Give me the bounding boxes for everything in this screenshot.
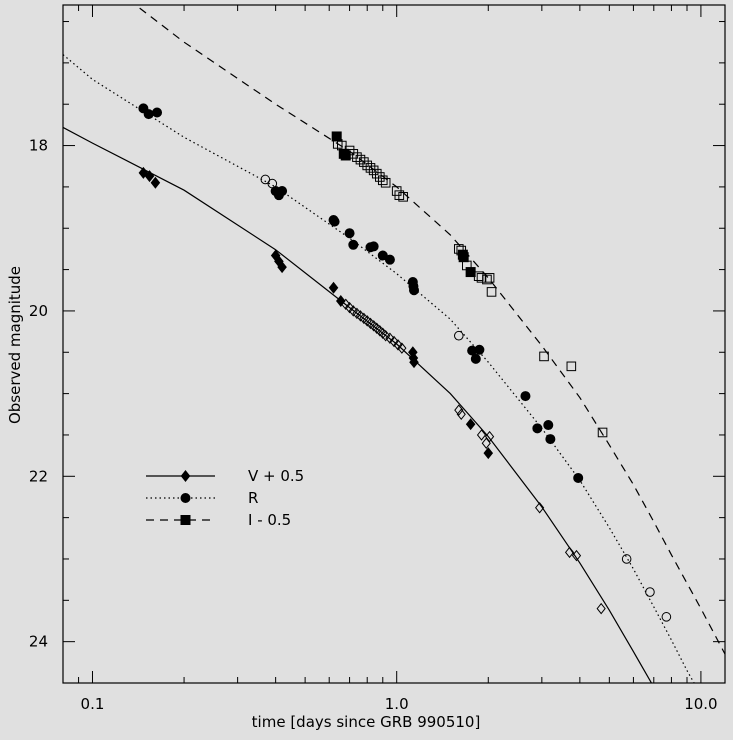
- circle-marker: [329, 216, 340, 227]
- square-marker: [458, 252, 469, 263]
- square-marker: [482, 274, 492, 285]
- x-axis-label: time [days since GRB 990510]: [252, 713, 481, 731]
- model-curve: [63, 126, 653, 683]
- legend: V + 0.5 R I - 0.5: [146, 467, 304, 529]
- diamond-marker: [535, 501, 545, 514]
- diamond-marker: [336, 295, 346, 307]
- diamond-marker: [409, 356, 419, 369]
- diamond-marker: [144, 170, 155, 183]
- diamond-marker: [454, 404, 464, 416]
- circle-marker: [661, 612, 672, 622]
- diamond-marker: [381, 329, 391, 342]
- circle-marker: [180, 493, 191, 503]
- square-marker: [380, 177, 391, 188]
- data-points: [138, 103, 672, 622]
- legend-label: I - 0.5: [248, 511, 291, 529]
- circle-marker: [573, 472, 584, 483]
- square-marker: [180, 515, 191, 525]
- legend-label: V + 0.5: [248, 467, 304, 485]
- circle-marker: [470, 353, 481, 364]
- y-tick-label: 18: [29, 137, 48, 155]
- diamond-marker: [389, 335, 399, 348]
- axis-tick-labels: 0.1 1.0 10.0 18 20 22 24: [29, 137, 718, 713]
- circle-marker: [143, 109, 154, 120]
- diamond-marker: [483, 447, 494, 460]
- circle-marker: [409, 285, 420, 296]
- diamond-marker: [571, 549, 582, 562]
- circle-marker: [645, 587, 655, 597]
- diamond-marker: [277, 261, 287, 274]
- square-marker: [377, 175, 388, 186]
- diamond-marker: [344, 301, 355, 314]
- square-marker: [476, 273, 487, 283]
- square-marker: [597, 427, 608, 438]
- circle-marker: [344, 228, 355, 239]
- diamond-marker: [564, 546, 575, 559]
- diamond-marker: [385, 332, 395, 344]
- square-marker: [539, 351, 549, 362]
- circle-marker: [152, 107, 163, 118]
- square-marker: [371, 168, 382, 179]
- square-marker: [486, 287, 497, 297]
- legend-label: R: [248, 489, 258, 507]
- square-marker: [566, 361, 577, 372]
- diamond-marker: [397, 342, 407, 354]
- circle-marker: [368, 241, 379, 252]
- circle-marker: [543, 420, 554, 431]
- circle-marker: [348, 239, 359, 250]
- diamond-marker: [476, 429, 487, 441]
- square-marker: [465, 267, 476, 278]
- diamond-marker: [465, 418, 476, 431]
- square-marker: [355, 154, 366, 165]
- diamond-marker: [393, 339, 403, 351]
- square-marker: [375, 172, 385, 182]
- circle-marker: [277, 186, 288, 197]
- diamond-marker: [596, 602, 606, 615]
- y-axis-label: Observed magnitude: [6, 266, 24, 424]
- circle-marker: [260, 174, 271, 185]
- square-marker: [359, 157, 369, 167]
- circle-marker: [621, 554, 632, 564]
- circle-marker: [532, 423, 543, 434]
- y-tick-label: 20: [29, 302, 48, 320]
- x-tick-label: 10.0: [684, 695, 717, 713]
- model-curve: [134, 5, 725, 655]
- circle-marker: [520, 391, 531, 402]
- square-marker: [352, 152, 362, 162]
- square-marker: [368, 165, 379, 176]
- plot-frame: [62, 4, 726, 684]
- model-curves: [63, 5, 725, 683]
- circle-marker: [545, 434, 556, 445]
- diamond-marker: [484, 430, 495, 443]
- square-marker: [365, 163, 376, 173]
- axis-ticks: [62, 5, 725, 684]
- y-tick-label: 24: [29, 633, 48, 651]
- diamond-marker: [180, 470, 191, 482]
- model-curve: [63, 54, 695, 683]
- circle-marker: [384, 254, 395, 265]
- square-marker: [362, 160, 373, 171]
- y-tick-label: 22: [29, 467, 48, 485]
- diamond-marker: [328, 281, 339, 294]
- square-marker: [340, 150, 351, 161]
- diamond-marker: [456, 408, 466, 421]
- circle-marker: [474, 344, 485, 355]
- diamond-marker: [150, 176, 161, 189]
- square-marker: [398, 192, 408, 202]
- x-tick-label: 0.1: [81, 695, 105, 713]
- diamond-marker: [481, 437, 491, 449]
- circle-marker: [453, 330, 464, 341]
- square-marker: [484, 273, 495, 283]
- x-tick-label: 1.0: [385, 695, 409, 713]
- square-marker: [331, 131, 342, 142]
